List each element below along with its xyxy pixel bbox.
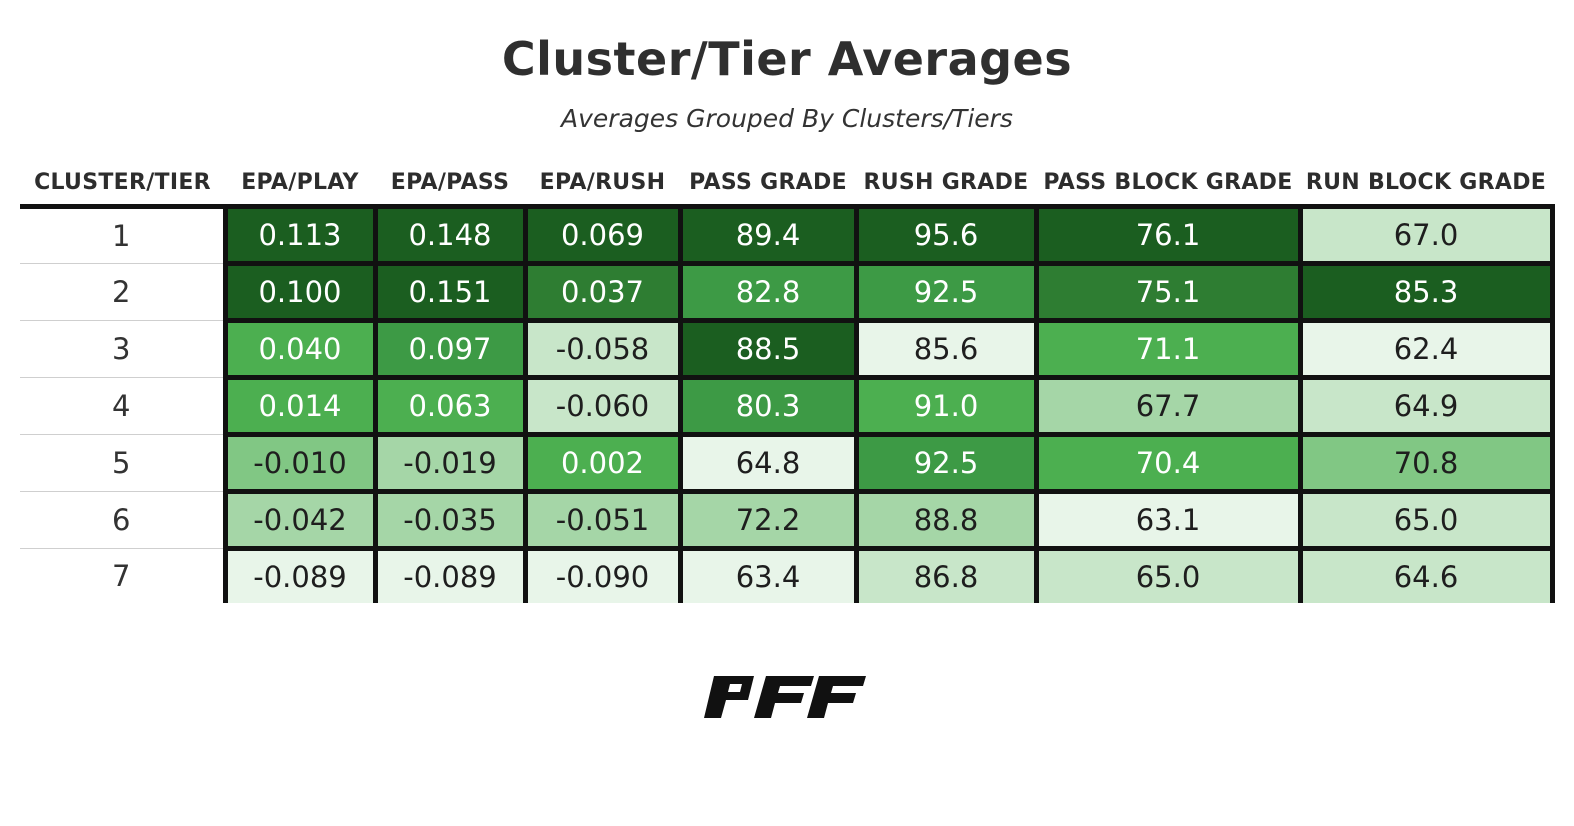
value-cell-run-block-grade: 64.6 bbox=[1297, 548, 1555, 603]
value-cell-pass-block-grade: 67.7 bbox=[1033, 377, 1303, 437]
value-cell-run-block-grade: 64.9 bbox=[1297, 377, 1555, 437]
table-row: 3 0.040 0.097 -0.058 88.5 85.6 71.1 62.4 bbox=[20, 320, 1555, 380]
column-header-epa-play: EPA/PLAY bbox=[241, 169, 359, 195]
value-cell-pass-block-grade: 70.4 bbox=[1033, 434, 1303, 494]
value-cell-epa-play: -0.089 bbox=[222, 548, 378, 603]
value-cell-epa-pass: 0.097 bbox=[372, 320, 528, 380]
table-row: 7 -0.089 -0.089 -0.090 63.4 86.8 65.0 64.6 bbox=[20, 548, 1555, 603]
value-cell-pass-block-grade: 75.1 bbox=[1033, 263, 1303, 323]
value-cell-epa-play: 0.014 bbox=[222, 377, 378, 437]
value-cell-run-block-grade: 65.0 bbox=[1297, 491, 1555, 551]
value-cell-epa-rush: -0.051 bbox=[522, 491, 683, 551]
table-body: 1 0.113 0.148 0.069 89.4 95.6 76.1 67.0 2 0.100 0.… bbox=[20, 206, 1555, 603]
data-table-container: CLUSTER/TIER EPA/PLAY EPA/PASS EPA/RUSH PASS… bbox=[20, 160, 1555, 603]
value-cell-epa-pass: 0.151 bbox=[372, 263, 528, 323]
table-row: 4 0.014 0.063 -0.060 80.3 91.0 67.7 64.9 bbox=[20, 377, 1555, 437]
tier-cell: 2 bbox=[20, 263, 225, 321]
chart-subtitle: Averages Grouped By Clusters/Tiers bbox=[561, 104, 1013, 133]
value-cell-pass-grade: 82.8 bbox=[677, 263, 859, 323]
value-cell-epa-play: 0.100 bbox=[222, 263, 378, 323]
table-row: 6 -0.042 -0.035 -0.051 72.2 88.8 63.1 65.0 bbox=[20, 491, 1555, 551]
value-cell-rush-grade: 91.0 bbox=[853, 377, 1039, 437]
value-cell-epa-play: -0.010 bbox=[222, 434, 378, 494]
value-cell-rush-grade: 92.5 bbox=[853, 434, 1039, 494]
value-cell-rush-grade: 92.5 bbox=[853, 263, 1039, 323]
value-cell-pass-grade: 72.2 bbox=[677, 491, 859, 551]
column-header-pass-grade: PASS GRADE bbox=[689, 169, 847, 195]
value-cell-epa-pass: -0.019 bbox=[372, 434, 528, 494]
value-cell-pass-block-grade: 76.1 bbox=[1033, 206, 1303, 266]
column-header-rush-grade: RUSH GRADE bbox=[863, 169, 1029, 195]
value-cell-pass-block-grade: 65.0 bbox=[1033, 548, 1303, 603]
value-cell-rush-grade: 86.8 bbox=[853, 548, 1039, 603]
tier-cell: 1 bbox=[20, 206, 225, 264]
value-cell-run-block-grade: 85.3 bbox=[1297, 263, 1555, 323]
value-cell-pass-grade: 80.3 bbox=[677, 377, 859, 437]
table-row: 5 -0.010 -0.019 0.002 64.8 92.5 70.4 70.8 bbox=[20, 434, 1555, 494]
tier-cell: 7 bbox=[20, 548, 225, 603]
value-cell-pass-block-grade: 63.1 bbox=[1033, 491, 1303, 551]
value-cell-run-block-grade: 67.0 bbox=[1297, 206, 1555, 266]
value-cell-epa-pass: -0.089 bbox=[372, 548, 528, 603]
column-header-cluster-tier: CLUSTER/TIER bbox=[34, 169, 211, 195]
tier-cell: 6 bbox=[20, 491, 225, 549]
tier-cell: 5 bbox=[20, 434, 225, 492]
tier-cell: 3 bbox=[20, 320, 225, 378]
column-header-epa-pass: EPA/PASS bbox=[390, 169, 510, 195]
tier-cell: 4 bbox=[20, 377, 225, 435]
column-header-pass-block-grade: PASS BLOCK GRADE bbox=[1043, 169, 1293, 195]
table-row: 2 0.100 0.151 0.037 82.8 92.5 75.1 85.3 bbox=[20, 263, 1555, 323]
value-cell-epa-play: 0.113 bbox=[222, 206, 378, 266]
value-cell-epa-play: 0.040 bbox=[222, 320, 378, 380]
value-cell-pass-block-grade: 71.1 bbox=[1033, 320, 1303, 380]
value-cell-pass-grade: 89.4 bbox=[677, 206, 859, 266]
pff-logo bbox=[704, 676, 866, 718]
value-cell-epa-play: -0.042 bbox=[222, 491, 378, 551]
value-cell-epa-rush: 0.037 bbox=[522, 263, 683, 323]
value-cell-epa-pass: 0.148 bbox=[372, 206, 528, 266]
value-cell-rush-grade: 95.6 bbox=[853, 206, 1039, 266]
value-cell-pass-grade: 88.5 bbox=[677, 320, 859, 380]
column-header-run-block-grade: RUN BLOCK GRADE bbox=[1305, 169, 1547, 195]
value-cell-epa-rush: -0.090 bbox=[522, 548, 683, 603]
table-row: 1 0.113 0.148 0.069 89.4 95.6 76.1 67.0 bbox=[20, 206, 1555, 266]
table-header-row: CLUSTER/TIER EPA/PLAY EPA/PASS EPA/RUSH PASS… bbox=[20, 160, 1552, 207]
value-cell-epa-pass: -0.035 bbox=[372, 491, 528, 551]
value-cell-pass-grade: 64.8 bbox=[677, 434, 859, 494]
value-cell-rush-grade: 85.6 bbox=[853, 320, 1039, 380]
value-cell-pass-grade: 63.4 bbox=[677, 548, 859, 603]
column-header-epa-rush: EPA/RUSH bbox=[539, 169, 666, 195]
value-cell-epa-pass: 0.063 bbox=[372, 377, 528, 437]
value-cell-epa-rush: 0.002 bbox=[522, 434, 683, 494]
value-cell-epa-rush: 0.069 bbox=[522, 206, 683, 266]
averages-table: CLUSTER/TIER EPA/PLAY EPA/PASS EPA/RUSH PASS… bbox=[20, 160, 1555, 603]
value-cell-run-block-grade: 70.8 bbox=[1297, 434, 1555, 494]
value-cell-epa-rush: -0.060 bbox=[522, 377, 683, 437]
value-cell-rush-grade: 88.8 bbox=[853, 491, 1039, 551]
chart-title: Cluster/Tier Averages bbox=[501, 32, 1073, 86]
value-cell-run-block-grade: 62.4 bbox=[1297, 320, 1555, 380]
value-cell-epa-rush: -0.058 bbox=[522, 320, 683, 380]
